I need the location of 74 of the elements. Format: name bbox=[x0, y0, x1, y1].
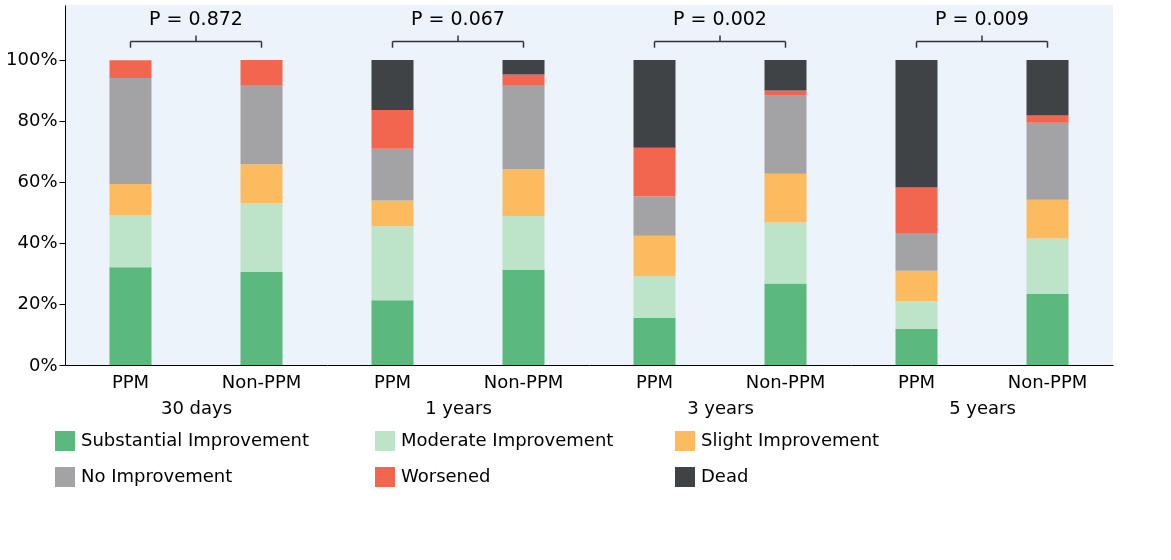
bar bbox=[764, 283, 807, 365]
bar bbox=[1026, 59, 1069, 116]
annotation: P = 0.872 bbox=[149, 7, 243, 30]
bar bbox=[764, 90, 807, 95]
x-tick-label: Non-PPM bbox=[221, 370, 302, 392]
bar bbox=[633, 317, 676, 365]
bar bbox=[895, 232, 938, 271]
y-tick-label: 0% bbox=[28, 353, 58, 375]
bar bbox=[764, 222, 807, 284]
legend-label: No Improvement bbox=[81, 465, 233, 486]
bar bbox=[764, 95, 807, 174]
y-tick-label: 20% bbox=[17, 292, 58, 314]
bar bbox=[109, 267, 152, 365]
annotation: P = 0.002 bbox=[673, 7, 767, 30]
bar bbox=[895, 329, 938, 365]
bar bbox=[633, 59, 676, 148]
bar bbox=[371, 300, 414, 365]
bar bbox=[502, 169, 545, 217]
x-tick-label: PPM bbox=[635, 370, 674, 392]
annotation: P = 0.009 bbox=[935, 7, 1029, 30]
bar bbox=[764, 59, 807, 91]
bar bbox=[1026, 115, 1069, 123]
bar bbox=[371, 148, 414, 201]
legend-label: Substantial Improvement bbox=[81, 429, 310, 450]
y-tick-label: 60% bbox=[17, 170, 58, 192]
x-axis-title: 3 years bbox=[687, 396, 754, 418]
bar bbox=[109, 184, 152, 216]
bar bbox=[502, 85, 545, 170]
bar bbox=[240, 164, 283, 204]
bar bbox=[764, 173, 807, 223]
x-axis-title: 5 years bbox=[949, 396, 1016, 418]
bar bbox=[633, 147, 676, 197]
bar bbox=[502, 74, 545, 86]
legend-label: Slight Improvement bbox=[701, 429, 880, 450]
bar bbox=[240, 203, 283, 272]
bar bbox=[895, 301, 938, 329]
bar bbox=[633, 196, 676, 236]
annotation: P = 0.067 bbox=[411, 7, 505, 30]
bar bbox=[240, 271, 283, 365]
bar bbox=[371, 200, 414, 227]
x-axis-title: 30 days bbox=[160, 396, 233, 418]
x-tick-label: PPM bbox=[111, 370, 150, 392]
legend-label: Moderate Improvement bbox=[401, 429, 614, 450]
y-tick-label: 100% bbox=[6, 48, 58, 70]
bar bbox=[633, 235, 676, 277]
y-tick-label: 40% bbox=[17, 231, 58, 253]
bar bbox=[371, 59, 414, 110]
bar bbox=[1026, 199, 1069, 239]
x-tick-label: Non-PPM bbox=[745, 370, 826, 392]
bar bbox=[1026, 238, 1069, 294]
x-tick-label: Non-PPM bbox=[1007, 370, 1088, 392]
bar bbox=[895, 187, 938, 233]
bar bbox=[371, 226, 414, 301]
bar bbox=[502, 216, 545, 270]
y-tick-label: 80% bbox=[17, 109, 58, 131]
bar bbox=[240, 85, 283, 165]
x-tick-label: Non-PPM bbox=[483, 370, 564, 392]
bar bbox=[895, 270, 938, 302]
x-tick-label: PPM bbox=[373, 370, 412, 392]
bar bbox=[240, 59, 283, 86]
bar bbox=[109, 60, 152, 78]
bar bbox=[502, 59, 545, 75]
legend-label: Worsened bbox=[401, 465, 491, 486]
bar bbox=[109, 77, 152, 185]
bar bbox=[502, 269, 545, 365]
x-tick-label: PPM bbox=[897, 370, 936, 392]
bar bbox=[1026, 293, 1069, 365]
bar bbox=[371, 109, 414, 149]
bar bbox=[109, 215, 152, 268]
bar bbox=[633, 276, 676, 318]
legend-label: Dead bbox=[701, 465, 749, 486]
x-axis-title: 1 years bbox=[425, 396, 492, 418]
bar bbox=[895, 59, 938, 188]
bar bbox=[1026, 122, 1069, 200]
